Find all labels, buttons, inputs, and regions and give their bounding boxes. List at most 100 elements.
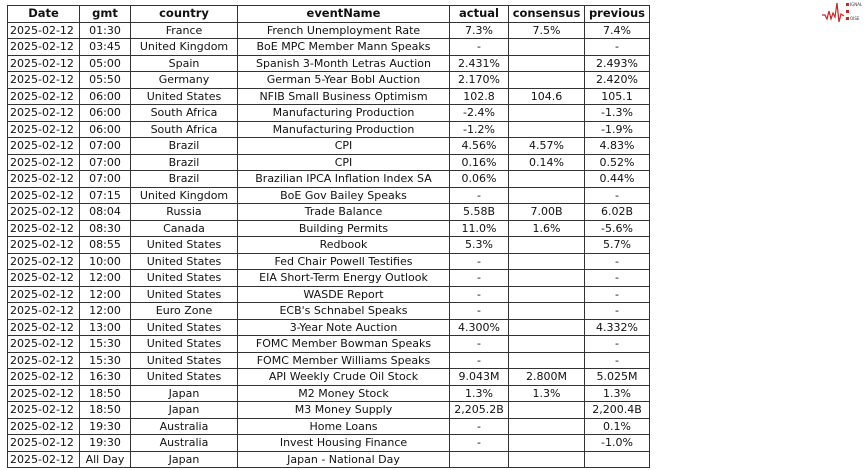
- cell-date: 2025-02-12: [7, 351, 80, 369]
- cell-gmt: 15:30: [79, 335, 131, 353]
- cell-country: United States: [130, 236, 238, 254]
- cell-date: 2025-02-12: [7, 137, 80, 155]
- cell-gmt: 07:00: [79, 137, 131, 155]
- cell-previous: 105.1: [584, 87, 650, 105]
- table-row: 2025-02-12 10:00 United States Fed Chair Po…: [7, 252, 650, 270]
- cell-gmt: 18:50: [79, 384, 131, 402]
- cell-consensus: 0.14%: [508, 153, 585, 171]
- cell-actual: 7.3%: [449, 21, 509, 39]
- cell-previous: 7.4%: [584, 21, 650, 39]
- cell-date: 2025-02-12: [7, 318, 80, 336]
- table-row: 2025-02-12 08:30 Canada Building Permits 11.…: [7, 219, 650, 237]
- cell-eventname: Building Permits: [237, 219, 450, 237]
- cell-country: United States: [130, 335, 238, 353]
- cell-eventname: CPI: [237, 153, 450, 171]
- cell-consensus: [508, 318, 585, 336]
- cell-country: Russia: [130, 203, 238, 221]
- cell-country: United States: [130, 269, 238, 287]
- cell-eventname: Japan - National Day: [237, 450, 450, 468]
- cell-consensus: 4.57%: [508, 137, 585, 155]
- cell-eventname: NFIB Small Business Optimism: [237, 87, 450, 105]
- cell-actual: 2.170%: [449, 71, 509, 89]
- cell-previous: 2.420%: [584, 71, 650, 89]
- cell-actual: -: [449, 285, 509, 303]
- table-row: 2025-02-12 13:00 United States 3-Year Note …: [7, 318, 650, 336]
- cell-country: Japan: [130, 401, 238, 419]
- cell-country: Euro Zone: [130, 302, 238, 320]
- cell-previous: 5.025M: [584, 368, 650, 386]
- cell-previous: 2,200.4B: [584, 401, 650, 419]
- table-row: 2025-02-12 18:50 Japan M3 Money Supply 2,205…: [7, 401, 650, 419]
- cell-gmt: 08:30: [79, 219, 131, 237]
- cell-country: Japan: [130, 384, 238, 402]
- cell-gmt: 07:00: [79, 170, 131, 188]
- table-row: 2025-02-12 15:30 United States FOMC Member …: [7, 335, 650, 353]
- cell-previous: 0.52%: [584, 153, 650, 171]
- cell-eventname: French Unemployment Rate: [237, 21, 450, 39]
- cell-eventname: Redbook: [237, 236, 450, 254]
- cell-previous: 0.1%: [584, 417, 650, 435]
- cell-consensus: [508, 170, 585, 188]
- cell-gmt: 08:55: [79, 236, 131, 254]
- cell-actual: 9.043M: [449, 368, 509, 386]
- table-row: 2025-02-12 06:00 United States NFIB Small B…: [7, 87, 650, 105]
- cell-country: Spain: [130, 54, 238, 72]
- cell-date: 2025-02-12: [7, 368, 80, 386]
- cell-consensus: [508, 401, 585, 419]
- cell-date: 2025-02-12: [7, 87, 80, 105]
- cell-date: 2025-02-12: [7, 120, 80, 138]
- cell-actual: 4.56%: [449, 137, 509, 155]
- table-row: 2025-02-12 07:00 Brazil CPI 0.16% 0.14% 0.52%: [7, 153, 650, 171]
- svg-text:OISE: OISE: [850, 16, 860, 21]
- cell-gmt: 12:00: [79, 285, 131, 303]
- cell-gmt: 12:00: [79, 269, 131, 287]
- cell-date: 2025-02-12: [7, 104, 80, 122]
- cell-eventname: Trade Balance: [237, 203, 450, 221]
- cell-date: 2025-02-12: [7, 153, 80, 171]
- cell-date: 2025-02-12: [7, 384, 80, 402]
- cell-previous: 0.44%: [584, 170, 650, 188]
- cell-previous: -: [584, 269, 650, 287]
- cell-eventname: Home Loans: [237, 417, 450, 435]
- cell-consensus: [508, 104, 585, 122]
- table-row: 2025-02-12 05:00 Spain Spanish 3-Month Letr…: [7, 54, 650, 72]
- cell-gmt: 18:50: [79, 401, 131, 419]
- cell-consensus: [508, 417, 585, 435]
- cell-previous: [584, 450, 650, 468]
- cell-actual: 0.06%: [449, 170, 509, 188]
- cell-country: United States: [130, 87, 238, 105]
- cell-gmt: 06:00: [79, 104, 131, 122]
- cell-consensus: 7.00B: [508, 203, 585, 221]
- cell-eventname: Spanish 3-Month Letras Auction: [237, 54, 450, 72]
- cell-date: 2025-02-12: [7, 302, 80, 320]
- cell-gmt: 13:00: [79, 318, 131, 336]
- cell-country: South Africa: [130, 104, 238, 122]
- column-header-consensus: consensus: [508, 5, 585, 23]
- cell-date: 2025-02-12: [7, 401, 80, 419]
- cell-previous: 4.332%: [584, 318, 650, 336]
- cell-actual: -: [449, 417, 509, 435]
- cell-eventname: Manufacturing Production: [237, 104, 450, 122]
- cell-consensus: 2.800M: [508, 368, 585, 386]
- cell-eventname: BoE Gov Bailey Speaks: [237, 186, 450, 204]
- cell-consensus: [508, 450, 585, 468]
- cell-previous: -: [584, 285, 650, 303]
- cell-consensus: [508, 285, 585, 303]
- cell-gmt: 16:30: [79, 368, 131, 386]
- cell-date: 2025-02-12: [7, 285, 80, 303]
- cell-eventname: 3-Year Note Auction: [237, 318, 450, 336]
- cell-consensus: 1.6%: [508, 219, 585, 237]
- cell-consensus: [508, 252, 585, 270]
- economic-calendar-table: Date gmt country eventName actual consensus pr…: [7, 5, 650, 468]
- cell-country: United States: [130, 368, 238, 386]
- cell-actual: 5.58B: [449, 203, 509, 221]
- cell-eventname: Fed Chair Powell Testifies: [237, 252, 450, 270]
- cell-gmt: 15:30: [79, 351, 131, 369]
- cell-country: South Africa: [130, 120, 238, 138]
- cell-previous: -: [584, 186, 650, 204]
- column-header-gmt: gmt: [79, 5, 131, 23]
- cell-country: France: [130, 21, 238, 39]
- cell-date: 2025-02-12: [7, 335, 80, 353]
- cell-previous: -: [584, 252, 650, 270]
- cell-date: 2025-02-12: [7, 21, 80, 39]
